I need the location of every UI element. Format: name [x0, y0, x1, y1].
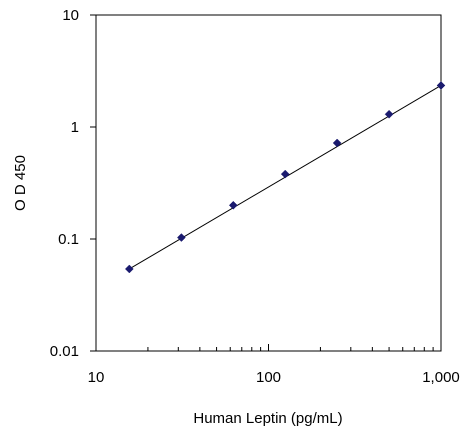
data-point: [124, 264, 134, 274]
plot-area: [95, 14, 442, 352]
data-point: [436, 81, 446, 90]
y-axis-tick-labels: 0.01 0.1 1 10: [50, 7, 79, 360]
x-axis-ticks: [95, 344, 442, 351]
data-point: [332, 138, 342, 148]
x-axis-title: Human Leptin (pg/mL): [193, 410, 342, 427]
x-axis-tick-labels: 10 100 1,000: [88, 369, 460, 386]
data-points: [124, 81, 446, 274]
y-tick-label: 0.1: [58, 231, 79, 248]
x-tick-label: 100: [256, 369, 281, 386]
x-tick-label: 1,000: [422, 369, 460, 386]
data-point: [228, 200, 238, 210]
y-tick-label: 1: [71, 119, 79, 136]
y-axis-title: O D 450: [12, 155, 29, 211]
y-tick-label: 10: [62, 7, 79, 24]
data-point: [280, 169, 290, 179]
y-tick-label: 0.01: [50, 343, 79, 360]
data-point: [384, 109, 394, 119]
data-point: [177, 233, 186, 242]
x-tick-label: 10: [88, 369, 105, 386]
y-axis-ticks: [90, 14, 96, 352]
